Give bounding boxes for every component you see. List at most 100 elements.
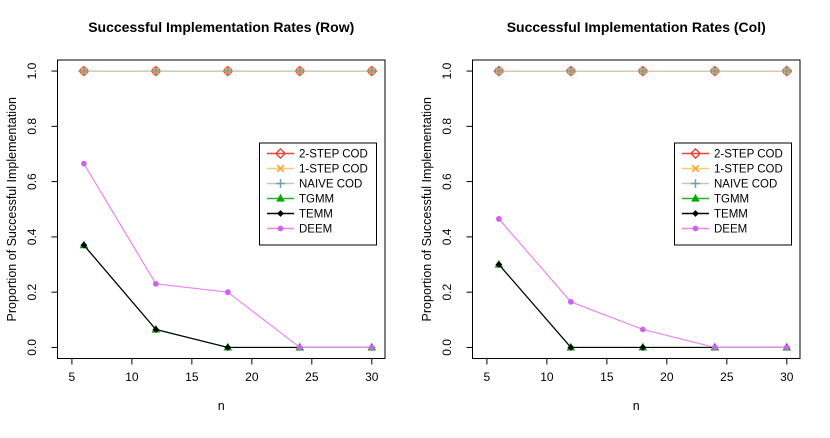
plus-marker-icon	[79, 66, 89, 76]
filled-circle-marker-icon	[567, 298, 574, 305]
plus-shape	[710, 66, 720, 76]
plus-marker-icon	[566, 66, 576, 76]
legend: 2-STEP COD 1-STEP COD NAIVE COD TGMM TEMM DEE…	[259, 142, 377, 246]
open-diamond-marker-icon	[637, 65, 649, 77]
x-cross-marker-icon	[691, 164, 700, 173]
x-shape	[276, 164, 285, 173]
open-diamond-shape	[781, 65, 793, 77]
x-tick-label: 15	[600, 370, 614, 384]
plus-marker-icon	[638, 66, 648, 76]
circle-shape	[783, 344, 790, 351]
filled-diamond-marker-icon	[277, 210, 284, 217]
circle-shape	[639, 326, 646, 333]
legend-label: 2-STEP COD	[299, 149, 368, 161]
filled-circle-marker-icon	[80, 160, 87, 167]
filled-diamond-marker-icon	[224, 344, 232, 351]
open-diamond-shape	[565, 65, 577, 77]
plus-shape	[566, 66, 576, 76]
filled-diamond-marker-icon	[495, 261, 503, 268]
x-tick-label: 15	[185, 370, 199, 384]
chart-col-plot: Successful Implementation Rates (Col) n Pr…	[420, 19, 801, 413]
plus-shape	[638, 66, 648, 76]
y-tick-label: 0.0	[25, 339, 39, 356]
y-tick-label: 1.0	[25, 62, 39, 79]
plus-marker-icon	[782, 66, 792, 76]
legend-label: NAIVE COD	[299, 179, 362, 191]
diamond-shape	[567, 344, 575, 351]
filled-diamond-marker-icon	[567, 344, 575, 351]
circle-shape	[692, 225, 699, 232]
plus-marker-icon	[295, 66, 305, 76]
open-diamond-shape	[637, 65, 649, 77]
y-tick-label: 0.8	[440, 118, 454, 135]
open-diamond-marker-icon	[78, 65, 90, 77]
filled-diamond-marker-icon	[639, 344, 647, 351]
diamond-shape	[152, 326, 160, 333]
x-tick-label: 25	[720, 370, 734, 384]
x-tick-label: 30	[780, 370, 794, 384]
x-tick-label: 30	[365, 370, 379, 384]
open-diamond-marker-icon	[274, 147, 287, 160]
open-diamond-marker-icon	[150, 65, 162, 77]
y-tick-label: 0.2	[25, 284, 39, 301]
x-axis-label: n	[218, 399, 225, 413]
legend-label: DEEM	[714, 224, 747, 236]
filled-circle-marker-icon	[277, 225, 284, 232]
series-line-tgmm	[498, 264, 787, 349]
plot-box	[472, 59, 801, 359]
diamond-shape	[80, 241, 88, 249]
plus-shape	[691, 179, 700, 188]
open-diamond-shape	[709, 65, 721, 77]
plus-marker-icon	[710, 66, 720, 76]
y-tick-label: 0.6	[440, 173, 454, 190]
plot-box	[57, 59, 386, 359]
filled-circle-marker-icon	[296, 344, 303, 351]
x-tick-label: 20	[245, 370, 259, 384]
open-diamond-marker-icon	[366, 65, 378, 77]
open-diamond-shape	[366, 65, 378, 77]
legend-label: TGMM	[299, 194, 334, 206]
filled-circle-marker-icon	[224, 289, 231, 296]
x-tick-label: 5	[484, 370, 491, 384]
open-diamond-marker-icon	[709, 65, 721, 77]
y-axis-label: Proportion of Successful Implementation	[5, 97, 19, 321]
circle-shape	[567, 298, 574, 305]
legend-label: DEEM	[299, 224, 332, 236]
series-line-temm	[83, 244, 372, 349]
series-line-temm	[498, 264, 787, 349]
plus-shape	[367, 66, 377, 76]
open-diamond-shape	[78, 65, 90, 77]
circle-shape	[224, 289, 231, 296]
chart-title: Successful Implementation Rates (Col)	[507, 19, 766, 35]
x-tick-label: 25	[305, 370, 319, 384]
open-diamond-marker-icon	[565, 65, 577, 77]
open-diamond-shape	[274, 147, 287, 160]
circle-shape	[152, 280, 159, 287]
open-diamond-shape	[294, 65, 306, 77]
plus-marker-icon	[691, 179, 700, 188]
y-tick-label: 0.6	[25, 173, 39, 190]
legend-label: TGMM	[714, 194, 749, 206]
filled-circle-marker-icon	[639, 326, 646, 333]
chart-title: Successful Implementation Rates (Row)	[88, 19, 354, 35]
diamond-shape	[639, 344, 647, 351]
plus-marker-icon	[151, 66, 161, 76]
open-diamond-shape	[493, 65, 505, 77]
triangle-shape	[276, 193, 285, 202]
circle-shape	[296, 344, 303, 351]
plus-shape	[782, 66, 792, 76]
y-axis-label: Proportion of Successful Implementation	[420, 97, 434, 321]
y-tick-label: 0.4	[440, 228, 454, 245]
y-tick-label: 0.0	[440, 339, 454, 356]
plus-marker-icon	[223, 66, 233, 76]
filled-circle-marker-icon	[711, 344, 718, 351]
chart-row-plot: Successful Implementation Rates (Row) n Pr…	[5, 19, 386, 413]
legend: 2-STEP COD 1-STEP COD NAIVE COD TGMM TEMM DEE…	[674, 142, 792, 246]
filled-circle-marker-icon	[368, 344, 375, 351]
legend-label: 1-STEP COD	[299, 164, 368, 176]
plus-shape	[79, 66, 89, 76]
open-diamond-marker-icon	[294, 65, 306, 77]
circle-shape	[495, 216, 502, 222]
circle-shape	[711, 344, 718, 351]
